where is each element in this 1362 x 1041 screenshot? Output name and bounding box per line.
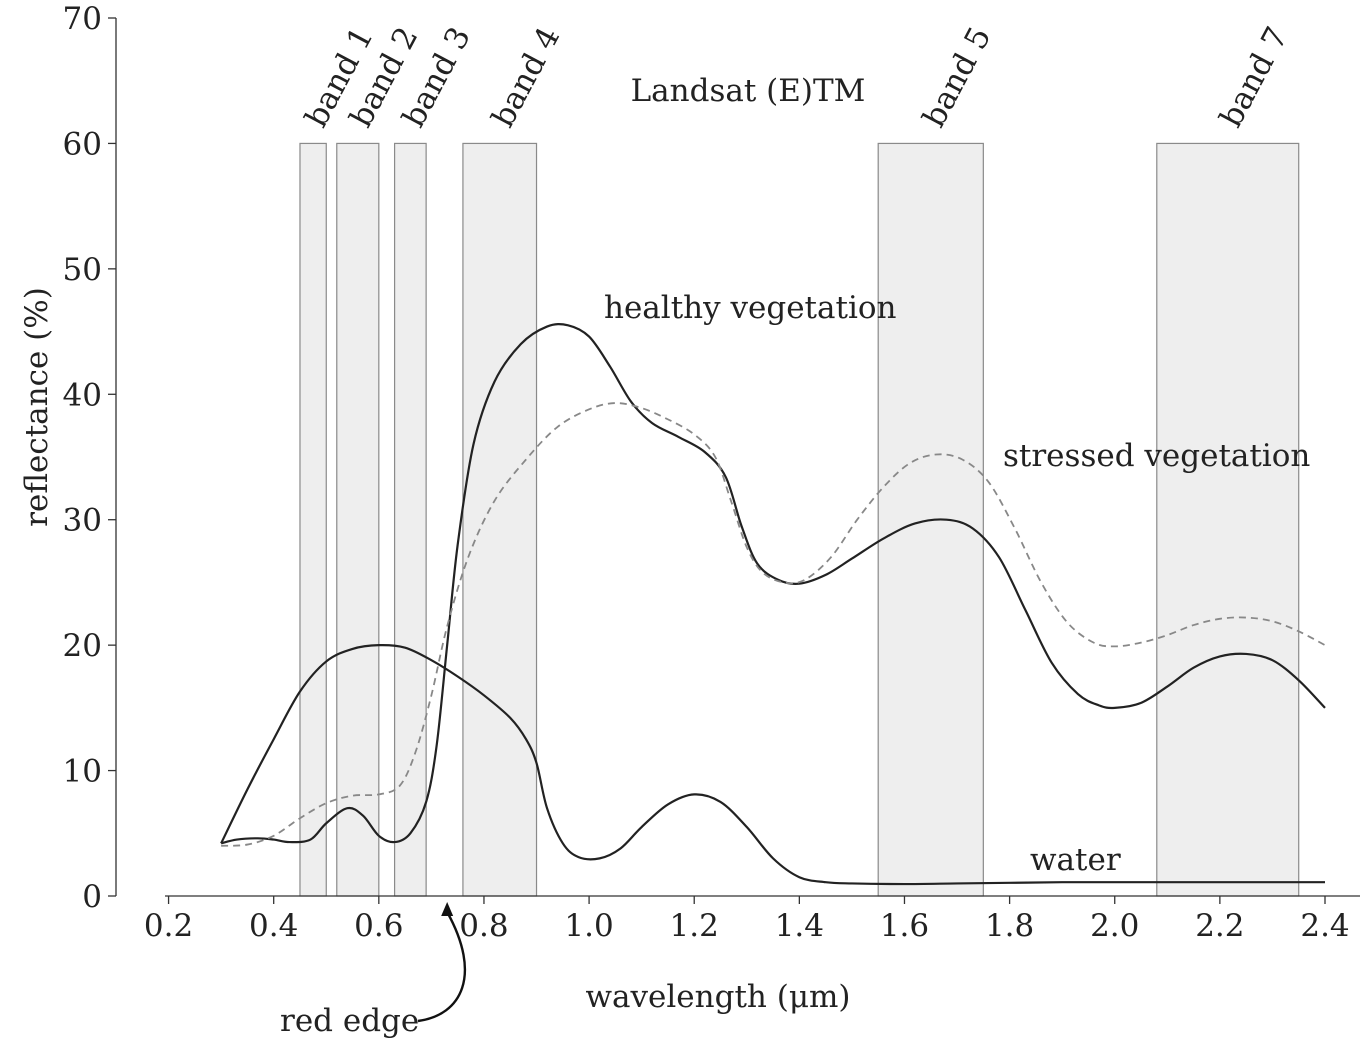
chart-title: Landsat (E)TM	[631, 73, 866, 109]
annotations: healthy vegetation stressed vegetation wat…	[280, 290, 1310, 1039]
x-tick-label: 2.4	[1300, 908, 1349, 944]
x-tick-label: 1.8	[985, 908, 1034, 944]
x-tick-label: 1.0	[564, 908, 613, 944]
band-label: band 4	[485, 21, 567, 133]
y-tick-label: 0	[82, 879, 102, 915]
x-tick-label: 0.2	[144, 908, 193, 944]
y-axis-label: reflectance (%)	[19, 287, 55, 527]
band-rect	[299, 142, 327, 897]
band-rect	[1156, 142, 1300, 897]
y-tick-label: 50	[63, 252, 102, 288]
x-tick-label: 1.6	[880, 908, 929, 944]
y-tick-label: 60	[63, 126, 102, 162]
y-tick-label: 40	[63, 377, 102, 413]
band-label: band 5	[916, 21, 998, 133]
series-line-healthy-vegetation	[220, 323, 1326, 845]
x-tick-label: 0.4	[249, 908, 298, 944]
red-edge-arrowhead	[441, 902, 454, 916]
y-tick-label: 70	[63, 1, 102, 37]
red-edge-arrow	[417, 911, 466, 1023]
x-tick-label: 2.0	[1090, 908, 1139, 944]
x-tick-label: 2.2	[1195, 908, 1244, 944]
band-label: band 7	[1213, 21, 1295, 133]
band-rect	[336, 142, 380, 897]
x-tick-label: 0.8	[459, 908, 508, 944]
band-rect	[462, 142, 538, 897]
band-rect	[393, 142, 427, 897]
annotation-water: water	[1030, 842, 1121, 878]
axes: 0 10 20 30 40 50 60 70 0.2 0.4 0.6 0.8 1.0 1.2 1.4 1.6 1…	[63, 1, 1360, 944]
x-tick-label: 0.6	[354, 908, 403, 944]
annotation-healthy-vegetation: healthy vegetation	[604, 290, 897, 326]
labels: Landsat (E)TM wavelength (μm) reflectanc…	[19, 73, 865, 1015]
series-line-stressed-vegetation	[221, 402, 1326, 847]
x-tick-label: 1.2	[670, 908, 719, 944]
x-axis-label: wavelength (μm)	[586, 979, 851, 1015]
series-line-water	[220, 643, 1325, 886]
y-tick-label: 10	[63, 754, 102, 790]
annotation-stressed-vegetation: stressed vegetation	[1003, 438, 1310, 474]
y-tick-label: 30	[63, 503, 102, 539]
series-lines	[220, 323, 1326, 886]
annotation-red-edge: red edge	[280, 1003, 419, 1039]
x-tick-label: 1.4	[775, 908, 824, 944]
y-tick-label: 20	[63, 628, 102, 664]
